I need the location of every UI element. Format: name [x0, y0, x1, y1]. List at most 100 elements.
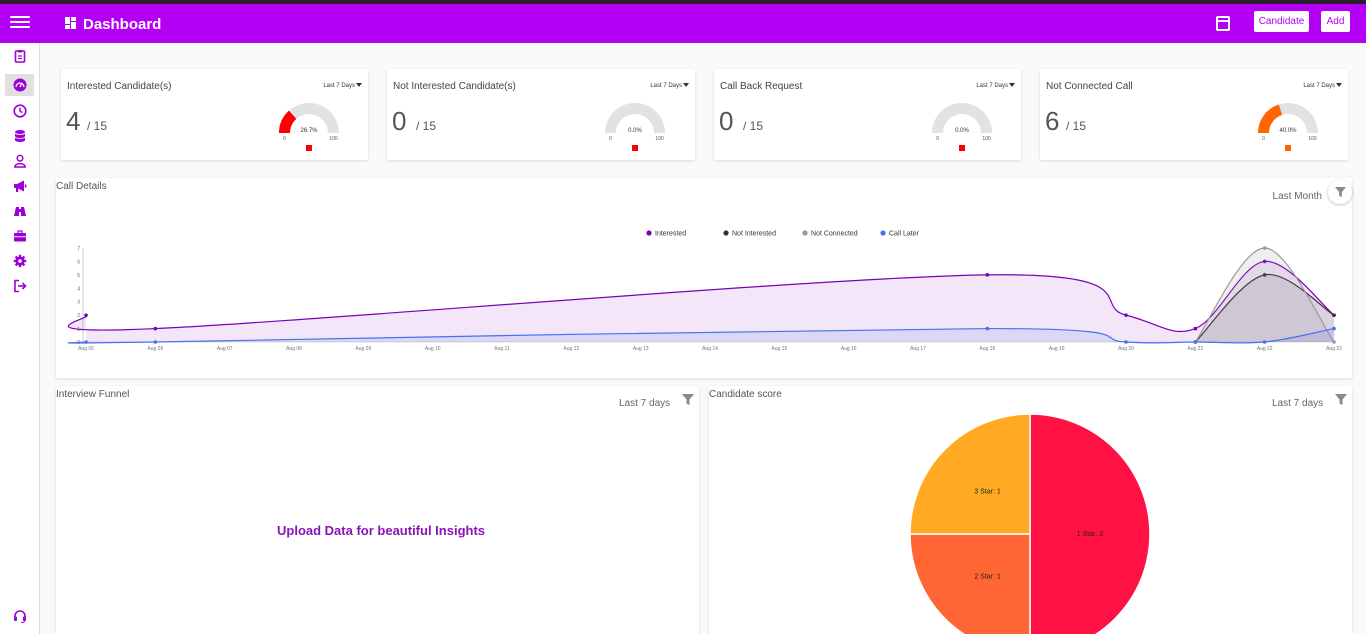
stat-card-call-back: Call Back Request Last 7 Days 0 / 15 0.0…: [714, 69, 1021, 160]
x-tick-label: Aug 23: [1326, 346, 1342, 352]
gauge-max-label: 100: [655, 136, 664, 142]
settings-icon: [13, 254, 26, 268]
x-tick-label: Aug 13: [633, 346, 649, 352]
briefcase-icon: [13, 230, 26, 242]
legend-label: Not Interested: [732, 231, 776, 238]
stat-value: 6: [1045, 106, 1060, 136]
sidebar-item-jobs[interactable]: [5, 225, 34, 247]
interested-point: [1262, 259, 1267, 264]
gauge-percent-label: 40.0%: [1279, 128, 1297, 134]
stat-title: Call Back Request: [720, 81, 803, 92]
not-interested-area: [1195, 274, 1334, 342]
gauge-max-label: 100: [329, 136, 338, 142]
sidebar-item-history[interactable]: [5, 100, 34, 122]
legend-swatch: [802, 230, 808, 236]
stat-value: 4: [66, 106, 81, 136]
x-tick-label: Aug 14: [702, 346, 718, 352]
call-later-point: [1262, 340, 1267, 344]
gauge-percent-label: 0.0%: [955, 128, 969, 134]
gauge-percent-label: 0.0%: [628, 128, 642, 134]
filter-button[interactable]: [1328, 180, 1352, 204]
sidebar-item-campaigns[interactable]: [5, 175, 34, 197]
stat-card-interested: Interested Candidate(s) Last 7 Days 4 / …: [61, 69, 368, 160]
gauge-fill: [279, 110, 297, 133]
calendar-icon[interactable]: [1216, 16, 1230, 31]
sidebar-item-support[interactable]: [5, 605, 34, 627]
not-connected-point: [1332, 340, 1336, 344]
gauge-track: [279, 103, 339, 133]
legend-label: Not Connected: [811, 231, 858, 238]
interview-funnel-card: Interview Funnel Last 7 days Upload Data…: [56, 386, 699, 634]
pie-slice: [1029, 413, 1151, 634]
y-tick-label: 4: [77, 286, 80, 292]
pie-slice: [909, 533, 1031, 634]
clipboard-icon: [14, 50, 25, 63]
y-tick-label: 2: [77, 313, 80, 319]
x-tick-label: Aug 17: [910, 346, 926, 352]
range-label[interactable]: Last 7 days: [619, 398, 671, 409]
range-dropdown[interactable]: Last 7 Days: [323, 83, 362, 89]
x-tick-label: Aug 07: [217, 346, 233, 352]
gauge-legend-swatch: [1285, 145, 1291, 151]
range-label[interactable]: Last Month: [1272, 191, 1322, 202]
gauge-track: [605, 103, 665, 133]
pie-slice-label: 1 Star: 2: [1077, 531, 1104, 538]
x-tick-label: Aug 12: [563, 346, 579, 352]
call-later-point: [1193, 340, 1198, 344]
y-tick-label: 5: [77, 273, 80, 279]
range-label[interactable]: Last 7 days: [1272, 398, 1324, 409]
interested-line: [67, 260, 1335, 333]
interested-point: [153, 326, 158, 331]
sidebar-item-database[interactable]: [5, 125, 34, 147]
call-later-point: [1332, 326, 1336, 331]
range-dropdown[interactable]: Last 7 Days: [650, 83, 689, 89]
interested-point: [985, 273, 990, 277]
stat-value: 0: [719, 106, 734, 136]
logout-icon: [13, 279, 27, 293]
sidebar: [0, 43, 40, 634]
y-tick-label: 3: [77, 300, 80, 306]
sidebar-item-dashboard[interactable]: [5, 74, 34, 96]
x-tick-label: Aug 08: [286, 346, 302, 352]
clock-icon: [12, 104, 27, 118]
legend-swatch: [880, 230, 886, 236]
stat-title: Not Interested Candidate(s): [393, 81, 516, 92]
range-dropdown[interactable]: Last 7 Days: [976, 83, 1015, 89]
x-tick-label: Aug 21: [1187, 346, 1203, 352]
sidebar-item-clipboard[interactable]: [5, 45, 34, 67]
pie-slice-label: 3 Star: 1: [974, 489, 1001, 496]
dashboard-gauge-icon: [13, 78, 26, 92]
empty-state-message: Upload Data for beautiful Insights: [277, 523, 486, 538]
filter-icon[interactable]: [1335, 394, 1347, 406]
stat-card-not-interested: Not Interested Candidate(s) Last 7 Days …: [387, 69, 695, 160]
y-tick-label: 6: [77, 259, 80, 265]
section-title: Interview Funnel: [56, 389, 130, 400]
candidate-score-pie: 1 Star: 2 2 Star: 1 3 Star: 1: [909, 413, 1151, 634]
sidebar-item-logout[interactable]: [5, 275, 34, 297]
not-connected-point: [1262, 246, 1267, 250]
y-tick-label: 7: [77, 246, 80, 252]
sidebar-item-search[interactable]: [5, 200, 34, 222]
legend-swatch: [723, 230, 729, 236]
hamburger-menu-icon[interactable]: [10, 13, 30, 33]
not-interested-point: [1262, 273, 1267, 277]
x-tick-label: Aug 18: [979, 346, 995, 352]
top-app-bar: Dashboard Candidate Add: [0, 4, 1366, 43]
stat-title: Not Connected Call: [1046, 81, 1133, 92]
page-title: Dashboard: [83, 16, 162, 33]
sidebar-item-settings[interactable]: [5, 250, 34, 272]
gauge-min-label: 0: [283, 136, 286, 142]
filter-icon[interactable]: [682, 394, 694, 406]
range-dropdown[interactable]: Last 7 Days: [1303, 83, 1342, 89]
stat-title: Interested Candidate(s): [67, 81, 172, 92]
candidate-button[interactable]: Candidate: [1254, 11, 1309, 32]
stat-card-not-connected: Not Connected Call Last 7 Days 6 / 15 40…: [1040, 69, 1348, 160]
database-icon: [14, 130, 25, 142]
legend-label: Interested: [655, 231, 686, 238]
call-later-point: [1124, 340, 1128, 344]
x-tick-label: Aug 20: [1118, 346, 1134, 352]
pie-slice: [909, 413, 1031, 535]
add-button[interactable]: Add: [1321, 11, 1350, 32]
sidebar-item-users[interactable]: [5, 150, 34, 172]
